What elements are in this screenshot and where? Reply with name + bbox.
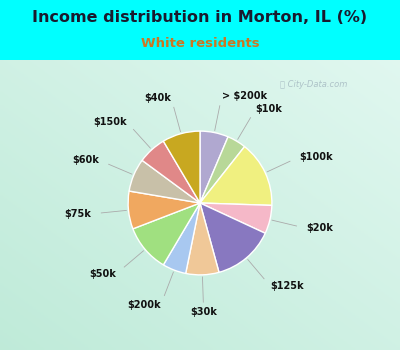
Wedge shape [200, 147, 272, 205]
Wedge shape [129, 160, 200, 203]
Wedge shape [163, 131, 200, 203]
Text: $50k: $50k [90, 268, 116, 279]
Text: $40k: $40k [144, 93, 171, 103]
Wedge shape [200, 203, 265, 272]
Text: $200k: $200k [127, 300, 161, 310]
Text: $10k: $10k [256, 104, 282, 114]
Text: ⓘ City-Data.com: ⓘ City-Data.com [280, 80, 347, 89]
Wedge shape [186, 203, 219, 275]
Text: $20k: $20k [306, 223, 333, 233]
Wedge shape [133, 203, 200, 265]
Wedge shape [200, 137, 244, 203]
Text: $60k: $60k [72, 155, 99, 165]
Text: $150k: $150k [93, 117, 127, 127]
Text: $30k: $30k [190, 307, 217, 317]
Wedge shape [200, 203, 272, 233]
Wedge shape [128, 191, 200, 229]
Wedge shape [200, 131, 228, 203]
Text: > $200k: > $200k [222, 91, 267, 101]
Text: $75k: $75k [64, 209, 91, 219]
Text: Income distribution in Morton, IL (%): Income distribution in Morton, IL (%) [32, 10, 368, 26]
Wedge shape [142, 141, 200, 203]
Text: $100k: $100k [299, 152, 333, 162]
Wedge shape [163, 203, 200, 273]
Text: White residents: White residents [141, 37, 259, 50]
Text: $125k: $125k [270, 281, 304, 292]
